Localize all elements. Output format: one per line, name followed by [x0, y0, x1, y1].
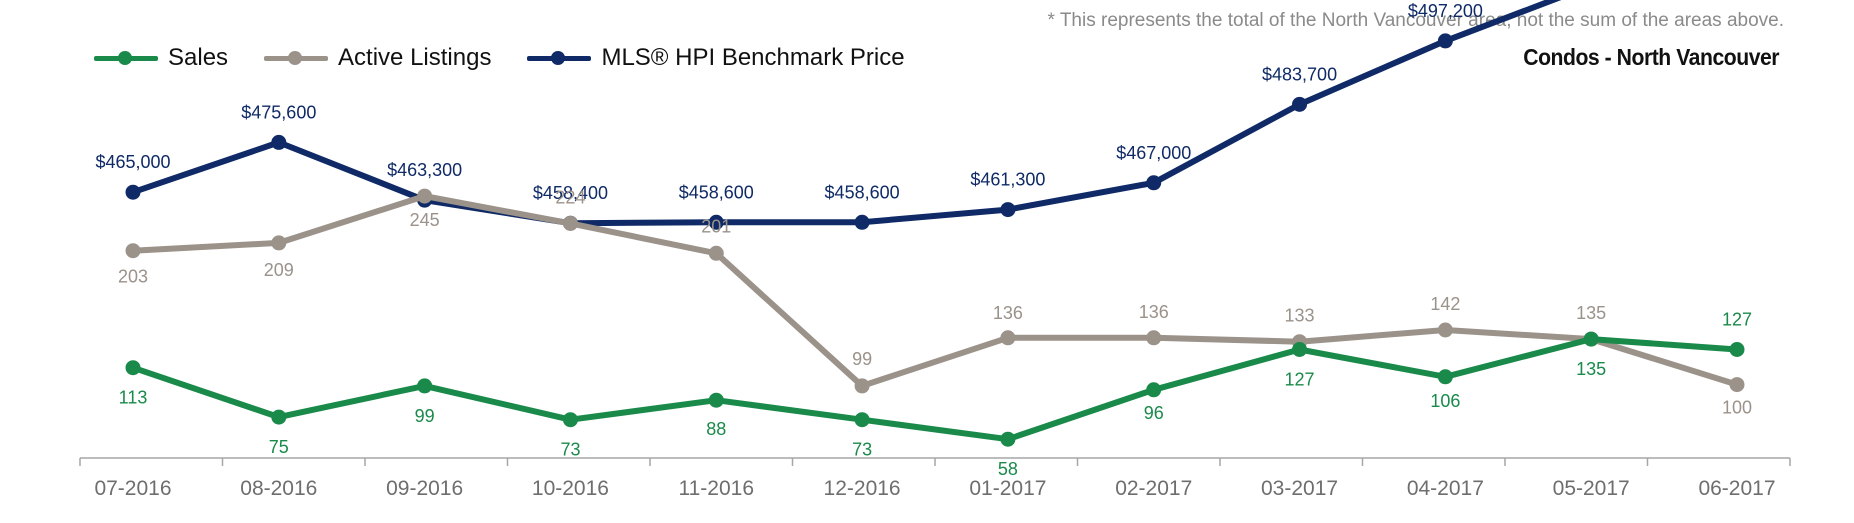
- data-label-active-listings: 142: [1430, 294, 1460, 314]
- legend-swatch-benchmark-price: [527, 51, 592, 65]
- data-label-active-listings: 201: [701, 216, 731, 236]
- data-label-active-listings: 133: [1285, 306, 1315, 326]
- data-point-sales: [271, 409, 287, 425]
- legend-swatch-active-listings: [264, 51, 329, 65]
- data-label-benchmark-price: $467,000: [1116, 143, 1191, 163]
- chart-title: Condos - North Vancouver: [1523, 44, 1779, 70]
- data-point-benchmark-price: [1292, 96, 1308, 112]
- data-label-benchmark-price: $483,700: [1262, 64, 1337, 84]
- x-tick-label: 03-2017: [1261, 477, 1338, 500]
- data-label-sales: 99: [415, 406, 435, 426]
- data-point-sales: [417, 378, 433, 394]
- data-label-benchmark-price: $458,400: [533, 183, 608, 203]
- data-point-active-listings: [854, 378, 870, 394]
- data-label-sales: 127: [1722, 310, 1752, 330]
- data-point-sales: [854, 412, 870, 428]
- data-label-active-listings: 135: [1576, 303, 1606, 323]
- x-tick-label: 12-2016: [824, 477, 901, 500]
- data-label-sales: 75: [269, 437, 289, 457]
- data-label-sales: 73: [560, 440, 580, 460]
- data-label-benchmark-price: $458,600: [679, 182, 754, 202]
- x-tick-label: 08-2016: [240, 477, 317, 500]
- data-label-sales: 73: [852, 440, 872, 460]
- data-label-benchmark-price: $475,600: [241, 102, 316, 122]
- legend-item-benchmark-price: MLS® HPI Benchmark Price: [527, 44, 905, 72]
- data-label-benchmark-price: $461,300: [970, 170, 1045, 190]
- legend-item-active-listings: Active Listings: [264, 44, 491, 72]
- data-point-benchmark-price: [1000, 202, 1016, 218]
- data-point-active-listings: [125, 243, 141, 259]
- data-point-sales: [1437, 369, 1453, 385]
- data-label-sales: 113: [119, 388, 148, 408]
- data-point-sales: [1292, 342, 1308, 357]
- data-label-sales: 135: [1576, 359, 1606, 379]
- data-point-sales: [1146, 382, 1162, 398]
- x-tick-label: 05-2017: [1553, 477, 1630, 500]
- data-label-benchmark-price: $497,200: [1408, 1, 1483, 21]
- footnote: * This represents the total of the North…: [1047, 10, 1784, 31]
- legend-item-sales: Sales: [94, 44, 228, 72]
- data-label-benchmark-price: $463,300: [387, 160, 462, 180]
- data-point-benchmark-price: [708, 214, 724, 230]
- data-point-active-listings: [1000, 330, 1016, 346]
- data-point-sales: [1729, 342, 1745, 357]
- x-tick-label: 11-2016: [679, 477, 755, 500]
- data-label-sales: 106: [1430, 391, 1460, 411]
- data-label-sales: 58: [998, 459, 1018, 479]
- x-tick-label: 10-2016: [532, 477, 609, 500]
- data-label-benchmark-price: $465,000: [95, 152, 170, 172]
- data-label-benchmark-price: $458,600: [825, 182, 900, 202]
- data-label-active-listings: 209: [264, 260, 294, 280]
- data-label-sales: 127: [1285, 370, 1315, 390]
- data-label-active-listings: 136: [1139, 302, 1169, 322]
- x-tick-label: 07-2016: [94, 477, 171, 500]
- data-point-active-listings: [562, 215, 578, 231]
- data-label-active-listings: 99: [852, 349, 872, 369]
- series-line-active-listings: [130, 193, 1740, 389]
- x-tick-label: 09-2016: [386, 477, 463, 500]
- legend: Sales Active Listings MLS® HPI Benchmark…: [94, 44, 905, 72]
- data-point-sales: [1583, 331, 1599, 347]
- data-label-active-listings: 136: [993, 303, 1023, 323]
- data-point-active-listings: [271, 235, 287, 251]
- x-tick-label: 06-2017: [1698, 477, 1775, 500]
- data-point-benchmark-price: [1146, 175, 1162, 191]
- data-point-active-listings: [1437, 322, 1453, 338]
- data-point-benchmark-price: [271, 134, 287, 150]
- data-label-sales: 96: [1144, 403, 1164, 423]
- data-label-active-listings: 245: [410, 210, 440, 230]
- x-tick-label: 01-2017: [969, 477, 1046, 500]
- data-label-active-listings: 100: [1722, 398, 1752, 418]
- data-point-benchmark-price: [854, 214, 870, 230]
- data-point-sales: [125, 360, 141, 376]
- series-line-sales: [130, 336, 1740, 443]
- legend-label-sales: Sales: [168, 44, 229, 71]
- data-point-active-listings: [1146, 330, 1162, 346]
- data-point-active-listings: [417, 188, 433, 204]
- data-point-benchmark-price: [1437, 33, 1453, 49]
- data-label-active-listings: 203: [118, 267, 148, 287]
- data-point-active-listings: [1729, 377, 1745, 393]
- series-line-benchmark-price: [130, 0, 1562, 227]
- data-point-sales: [562, 412, 578, 428]
- legend-label-benchmark-price: MLS® HPI Benchmark Price: [601, 44, 905, 71]
- data-point-sales: [708, 392, 724, 408]
- legend-label-active-listings: Active Listings: [338, 44, 492, 71]
- data-point-active-listings: [708, 245, 724, 261]
- data-label-active-listings: 224: [555, 187, 585, 207]
- data-point-benchmark-price: [125, 184, 141, 200]
- x-tick-label: 04-2017: [1407, 477, 1484, 500]
- x-tick-label: 02-2017: [1115, 477, 1192, 500]
- legend-swatch-sales: [94, 51, 158, 65]
- data-point-sales: [1000, 431, 1016, 447]
- data-label-sales: 88: [706, 419, 726, 439]
